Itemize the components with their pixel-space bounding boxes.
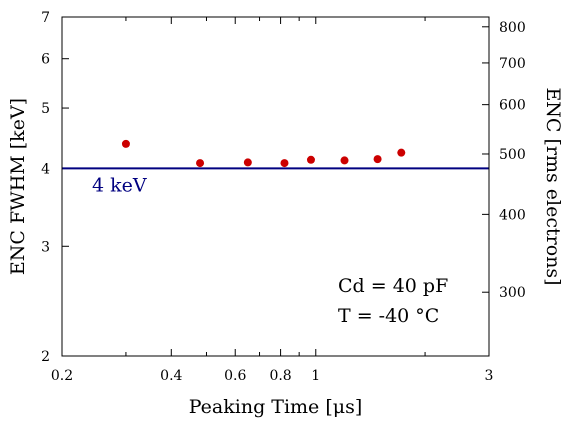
data-point [121,139,130,148]
y-right-tick-label: 300 [499,285,526,301]
y-left-tick-label: 3 [41,239,50,255]
reference-line-label: 4 keV [92,174,147,196]
x-tick-label: 0.6 [224,368,246,384]
y-left-tick-label: 2 [41,349,50,365]
y-left-tick-label: 4 [41,161,50,177]
x-axis-label: Peaking Time [μs] [189,396,363,418]
y-left-tick-label: 5 [41,101,50,117]
y-right-tick-label: 700 [499,56,526,72]
y-right-tick-label: 600 [499,98,526,114]
data-point [340,156,349,165]
data-points [121,139,406,168]
x-tick-label: 0.4 [160,368,182,384]
y-left-tick-label: 7 [41,10,50,26]
annotation-temperature: T = -40 °C [338,305,439,327]
data-point [397,148,406,157]
y-right-tick-label: 500 [499,147,526,163]
x-tick-label: 3 [485,368,494,384]
data-point [196,159,205,168]
y-axis-label-left: ENC FWHM [keV] [7,98,29,275]
ticks-layer: 0.2 0.4 0.6 0.8 1 3 2 3 4 5 6 7 300 400 500 600 700 800 [41,10,526,384]
data-point [373,155,382,164]
y-axis-label-right: ENC [rms electrons] [542,87,564,285]
annotation-capacitance: Cd = 40 pF [338,275,448,297]
y-right-tick-label: 400 [499,207,526,223]
y-right-tick-label: 800 [499,20,526,36]
x-tick-label: 0.2 [51,368,73,384]
y-left-tick-label: 6 [41,52,50,68]
x-tick-label: 1 [311,368,320,384]
plot-frame [61,16,490,357]
data-point [306,155,315,164]
data-point [280,159,289,168]
x-tick-label: 0.8 [269,368,291,384]
data-point [243,158,252,167]
